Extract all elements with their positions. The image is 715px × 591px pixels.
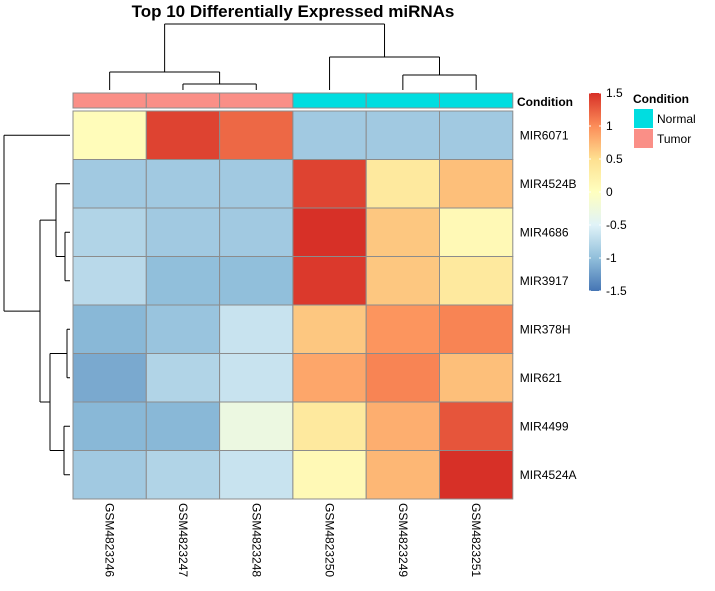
annotation-cell — [292, 92, 367, 109]
heatmap-cell — [292, 401, 367, 451]
column-label: GSM4823250 — [323, 503, 337, 577]
heatmap-cell — [219, 110, 294, 160]
heatmap-cell — [219, 450, 294, 500]
heatmap-cell — [439, 304, 514, 354]
legend-swatch — [634, 129, 653, 148]
heatmap-cell — [72, 256, 147, 306]
heatmap-cell — [72, 450, 147, 500]
heatmap-cell — [439, 110, 514, 160]
heatmap-cell — [365, 353, 441, 403]
heatmap-cell — [145, 159, 221, 209]
heatmap-cell — [365, 256, 441, 306]
color-scale-tick-label: 0.5 — [606, 152, 623, 166]
column-dendrogram — [109, 23, 477, 90]
heatmap-cell — [72, 159, 147, 209]
row-label: MIR378H — [520, 322, 571, 336]
heatmap-cell — [219, 256, 294, 306]
heatmap-cell — [72, 207, 147, 257]
row-label: MIR4499 — [520, 419, 569, 433]
color-scale-tick-label: -1 — [606, 251, 617, 265]
heatmap-cell — [145, 353, 221, 403]
row-label: MIR4524B — [520, 177, 577, 191]
heatmap-cell — [292, 159, 367, 209]
column-labels: GSM4823246 GSM4823247 GSM4823248 GSM4823250… — [103, 503, 483, 577]
heatmap-cell — [439, 450, 514, 500]
heatmap-cell — [219, 401, 294, 451]
column-label: GSM4823248 — [249, 503, 263, 577]
heatmap-cells — [72, 110, 514, 500]
heatmap-cell — [145, 450, 221, 500]
color-scale-bar — [589, 93, 601, 291]
heatmap-cell — [292, 450, 367, 500]
heatmap-cell — [439, 256, 514, 306]
column-label: GSM4823247 — [176, 503, 190, 577]
column-label: GSM4823246 — [103, 503, 117, 577]
heatmap-cell — [145, 256, 221, 306]
heatmap-cell — [219, 353, 294, 403]
chart-title: Top 10 Differentially Expressed miRNAs — [132, 2, 455, 21]
annotation-cell — [72, 92, 147, 109]
condition-annotation-bar — [72, 92, 514, 109]
heatmap-cell — [72, 110, 147, 160]
column-label: GSM4823251 — [469, 503, 483, 577]
heatmap-cell — [219, 207, 294, 257]
heatmap-cell — [72, 401, 147, 451]
heatmap-cell — [365, 304, 441, 354]
row-labels: MIR6071 MIR4524B MIR4686 MIR3917 MIR378H MIR6… — [520, 128, 577, 482]
legend-item-label: Normal — [657, 112, 696, 126]
heatmap-cell — [72, 304, 147, 354]
heatmap-cell — [292, 256, 367, 306]
row-label: MIR4686 — [520, 225, 569, 239]
heatmap-cell — [365, 110, 441, 160]
row-label: MIR6071 — [520, 128, 569, 142]
heatmap-cell — [365, 207, 441, 257]
annotation-label: Condition — [517, 95, 573, 109]
row-dendrogram — [3, 134, 70, 476]
heatmap-cell — [439, 207, 514, 257]
color-scale-tick-label: 1 — [606, 119, 613, 133]
heatmap-cell — [439, 159, 514, 209]
annotation-cell — [365, 92, 441, 109]
legend-item-label: Tumor — [657, 132, 691, 146]
heatmap-cell — [292, 207, 367, 257]
heatmap-cell — [439, 353, 514, 403]
color-scale-tick-label: 1.5 — [606, 86, 623, 100]
heatmap-cell — [72, 353, 147, 403]
row-label: MIR4524A — [520, 468, 577, 482]
annotation-cell — [439, 92, 514, 109]
heatmap-cell — [292, 353, 367, 403]
heatmap-cell — [439, 401, 514, 451]
heatmap-cell — [145, 304, 221, 354]
heatmap-cell — [145, 401, 221, 451]
annotation-cell — [219, 92, 294, 109]
heatmap-cell — [365, 159, 441, 209]
heatmap-cell — [219, 304, 294, 354]
heatmap-cell — [292, 304, 367, 354]
row-label: MIR3917 — [520, 274, 569, 288]
condition-legend: Condition Normal Tumor — [633, 92, 696, 148]
heatmap-cell — [292, 110, 367, 160]
heatmap-cell — [145, 207, 221, 257]
legend-swatch — [634, 109, 653, 128]
color-scale-tick-label: -1.5 — [606, 284, 627, 298]
color-scale-legend: 1.5 1 0.5 0 -0.5 -1 -1.5 — [589, 86, 627, 298]
color-scale-tick-label: 0 — [606, 185, 613, 199]
heatmap-cell — [365, 450, 441, 500]
color-scale-tick-label: -0.5 — [606, 218, 627, 232]
row-label: MIR621 — [520, 371, 562, 385]
column-label: GSM4823249 — [396, 503, 410, 577]
condition-legend-title: Condition — [633, 92, 689, 106]
heatmap-cell — [145, 110, 221, 160]
annotation-cell — [145, 92, 221, 109]
heatmap-cell — [219, 159, 294, 209]
heatmap-cell — [365, 401, 441, 451]
